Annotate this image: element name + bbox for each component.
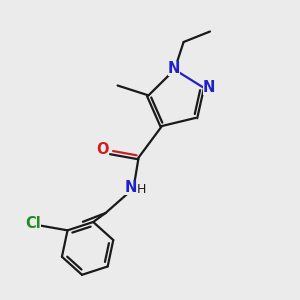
- Text: O: O: [96, 142, 108, 158]
- Text: N: N: [124, 180, 137, 195]
- Text: N: N: [203, 80, 215, 95]
- Text: Cl: Cl: [25, 216, 41, 231]
- Text: H: H: [137, 183, 147, 196]
- Text: N: N: [168, 61, 180, 76]
